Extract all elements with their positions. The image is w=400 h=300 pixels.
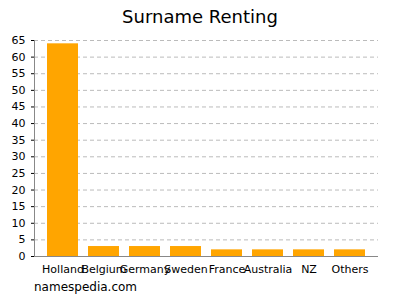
svg-text:Others: Others (332, 263, 369, 276)
svg-text:Belgium: Belgium (81, 263, 127, 277)
svg-text:30: 30 (12, 150, 26, 163)
svg-text:Germany: Germany (120, 263, 171, 276)
svg-text:20: 20 (12, 184, 26, 197)
svg-text:35: 35 (12, 134, 26, 147)
svg-text:15: 15 (12, 200, 26, 213)
svg-text:55: 55 (12, 67, 26, 80)
html-text:namespedia.com: namespedia.com (34, 280, 137, 294)
svg-text:10: 10 (12, 217, 26, 230)
svg-text:45: 45 (12, 100, 26, 113)
html-text:Surname Renting: Surname Renting (122, 6, 278, 27)
svg-text:Australia: Australia (244, 263, 293, 276)
svg-text:40: 40 (12, 117, 26, 130)
svg-text:NZ: NZ (301, 263, 317, 276)
svg-text:65: 65 (12, 34, 26, 47)
svg-text:France: France (209, 263, 246, 276)
svg-text:50: 50 (12, 84, 26, 97)
svg-text:60: 60 (12, 51, 26, 64)
svg-text:Sweden: Sweden (164, 263, 207, 276)
svg-text:5: 5 (19, 233, 26, 246)
svg-text:25: 25 (12, 167, 26, 180)
svg-text:0: 0 (19, 250, 26, 263)
svg-text:Holland: Holland (42, 263, 84, 276)
